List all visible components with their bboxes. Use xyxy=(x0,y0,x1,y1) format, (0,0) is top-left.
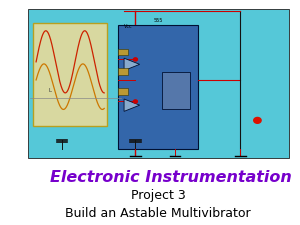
Circle shape xyxy=(134,100,137,103)
Circle shape xyxy=(134,58,137,61)
Polygon shape xyxy=(124,58,140,70)
Bar xyxy=(118,25,198,148)
Text: Electronic Instrumentation: Electronic Instrumentation xyxy=(50,170,292,185)
Text: Project 3: Project 3 xyxy=(131,189,185,202)
Bar xyxy=(118,49,128,55)
Text: L: L xyxy=(49,88,52,93)
Text: Build an Astable Multivibrator: Build an Astable Multivibrator xyxy=(65,207,251,220)
Polygon shape xyxy=(124,99,140,111)
Bar xyxy=(162,72,190,109)
Bar xyxy=(118,68,128,75)
Bar xyxy=(118,88,128,95)
Bar xyxy=(28,9,289,157)
Bar xyxy=(33,22,107,126)
Text: Vcc: Vcc xyxy=(124,24,133,29)
Text: 555: 555 xyxy=(153,18,163,23)
Circle shape xyxy=(254,117,261,123)
